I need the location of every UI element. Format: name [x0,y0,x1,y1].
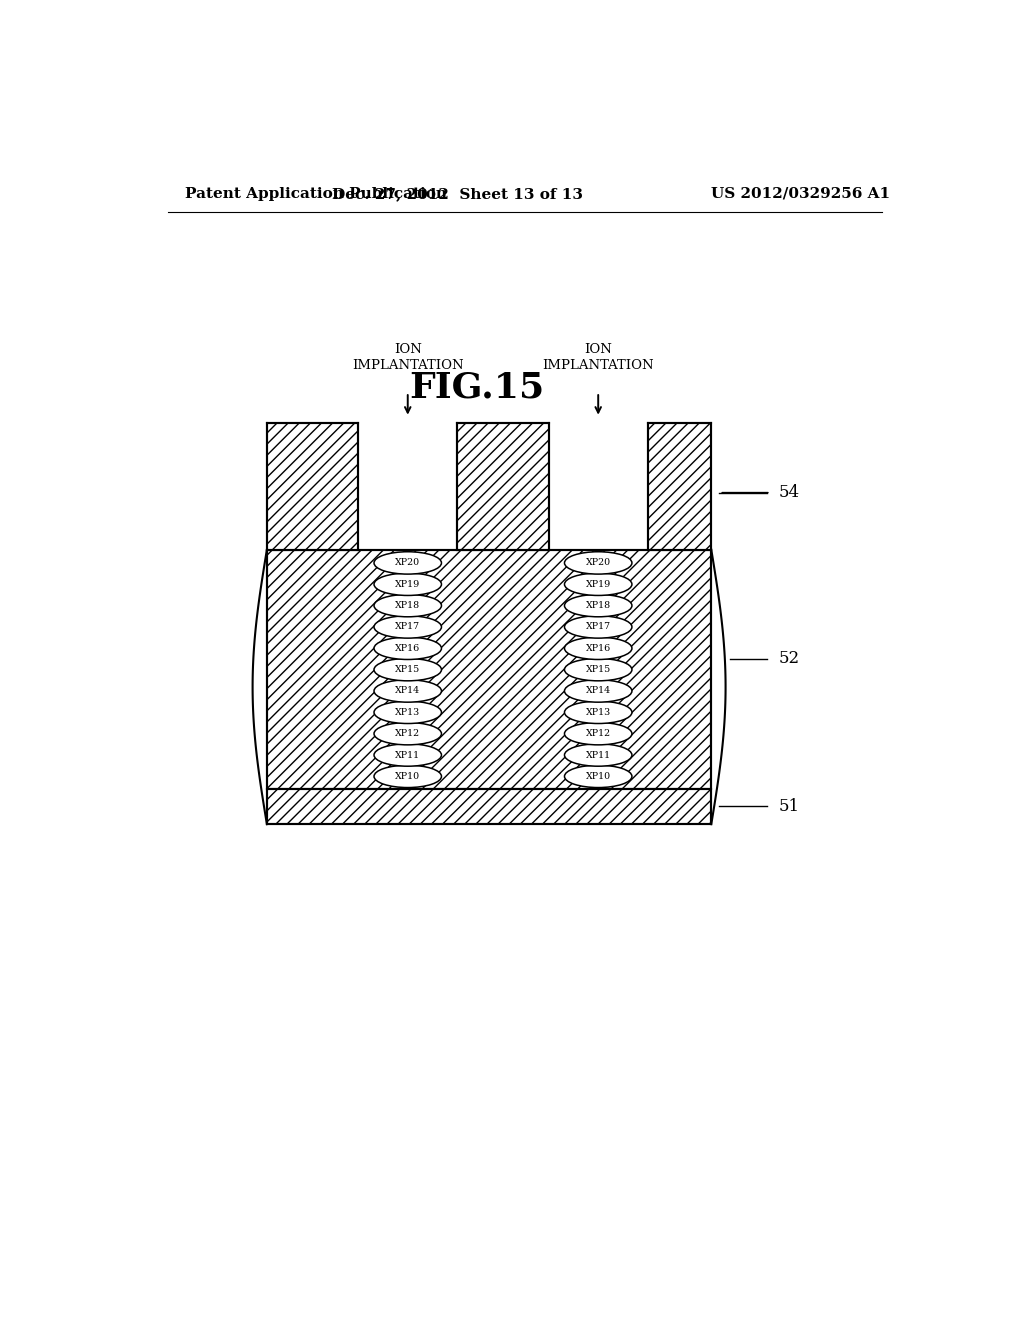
Ellipse shape [374,594,441,616]
Ellipse shape [374,722,441,744]
Text: XP11: XP11 [586,751,610,759]
Text: 54: 54 [778,484,800,502]
Text: FIG.15: FIG.15 [410,370,545,404]
Text: XP10: XP10 [395,772,420,781]
Text: XP13: XP13 [395,708,421,717]
Ellipse shape [564,573,632,595]
Text: US 2012/0329256 A1: US 2012/0329256 A1 [712,187,891,201]
Ellipse shape [564,722,632,744]
Text: ION
IMPLANTATION: ION IMPLANTATION [543,343,654,372]
Ellipse shape [564,680,632,702]
Ellipse shape [374,573,441,595]
Ellipse shape [564,552,632,574]
Text: XP19: XP19 [395,579,421,589]
Ellipse shape [564,616,632,638]
Ellipse shape [564,701,632,723]
Text: XP17: XP17 [395,623,420,631]
Text: XP14: XP14 [395,686,420,696]
Bar [648,422,712,549]
Ellipse shape [374,701,441,723]
Text: XP13: XP13 [586,708,611,717]
Ellipse shape [564,766,632,788]
Text: XP14: XP14 [586,686,610,696]
Ellipse shape [374,552,441,574]
Text: XP18: XP18 [586,601,610,610]
Text: XP20: XP20 [395,558,420,568]
Text: XP12: XP12 [586,729,610,738]
Text: Patent Application Publication: Patent Application Publication [185,187,447,201]
Ellipse shape [374,659,441,681]
Text: XP12: XP12 [395,729,420,738]
Text: Dec. 27, 2012  Sheet 13 of 13: Dec. 27, 2012 Sheet 13 of 13 [332,187,583,201]
Ellipse shape [374,638,441,660]
Bar [267,788,712,824]
Ellipse shape [374,680,441,702]
Ellipse shape [374,616,441,638]
Text: XP20: XP20 [586,558,610,568]
Text: XP16: XP16 [586,644,611,653]
Text: XP15: XP15 [395,665,421,675]
Text: XP11: XP11 [395,751,420,759]
Text: XP16: XP16 [395,644,421,653]
Text: XP17: XP17 [586,623,610,631]
Text: XP19: XP19 [586,579,611,589]
Text: XP18: XP18 [395,601,420,610]
Text: 51: 51 [778,797,800,814]
Ellipse shape [564,638,632,660]
Text: XP15: XP15 [586,665,611,675]
Ellipse shape [564,594,632,616]
Ellipse shape [374,744,441,766]
Ellipse shape [564,659,632,681]
Ellipse shape [564,744,632,766]
Text: XP10: XP10 [586,772,610,781]
Text: 52: 52 [778,651,800,668]
Text: ION
IMPLANTATION: ION IMPLANTATION [352,343,464,372]
Bar [458,422,549,549]
Bar [267,422,358,549]
Ellipse shape [374,766,441,788]
Bar [267,549,712,788]
